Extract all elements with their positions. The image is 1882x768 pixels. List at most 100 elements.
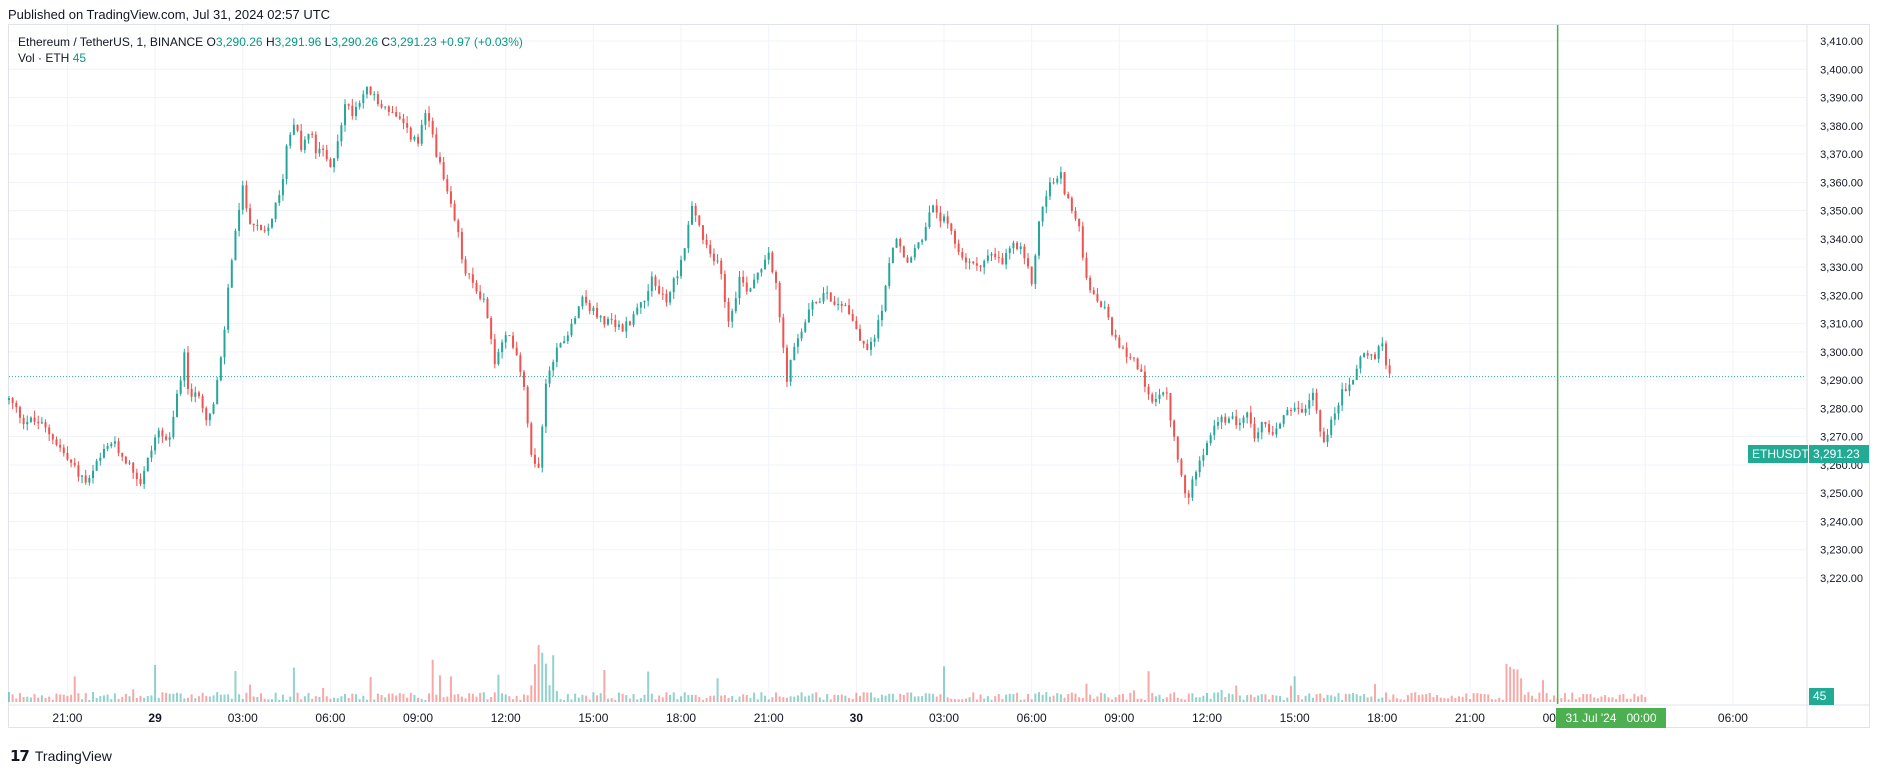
volume-bar (1344, 693, 1347, 702)
candle-body (303, 139, 306, 151)
candle-body (176, 393, 179, 417)
candle-body (1355, 368, 1358, 380)
y-tick-label: 3,390.00 (1820, 93, 1863, 105)
candle-body (687, 224, 690, 249)
footer-brand[interactable]: TradingView (34, 748, 112, 764)
volume-bar (51, 699, 54, 702)
candle-body (223, 329, 226, 358)
candle-body (957, 243, 960, 253)
candle-body (362, 94, 365, 104)
candle-body (1052, 182, 1055, 184)
volume-legend-label[interactable]: Vol · ETH (18, 51, 70, 65)
volume-bar (132, 689, 135, 702)
volume-bar (1432, 697, 1435, 702)
candle-body (1121, 347, 1124, 349)
candle-body (322, 148, 325, 150)
y-tick-label: 3,380.00 (1820, 121, 1863, 133)
candle-body (742, 276, 745, 283)
y-tick-label: 3,400.00 (1820, 64, 1863, 76)
candle-body (453, 203, 456, 221)
y-tick-label: 3,310.00 (1820, 319, 1863, 331)
volume-bar (749, 698, 752, 702)
candle-body (106, 445, 109, 449)
candle-body (1136, 358, 1139, 370)
volume-bar (1008, 693, 1011, 702)
volume-bar (1370, 696, 1373, 702)
chart-frame[interactable] (8, 24, 1870, 728)
candle-body (1184, 475, 1187, 494)
candle-body (577, 306, 580, 319)
volume-bar (577, 697, 580, 702)
volume-bar (1582, 693, 1585, 702)
volume-bar (333, 697, 336, 702)
volume-bar (1089, 694, 1092, 702)
volume-bar (438, 675, 441, 702)
volume-bar (37, 697, 40, 702)
volume-bar (530, 685, 533, 702)
x-tick-label: 12:00 (491, 711, 521, 725)
candle-body (139, 479, 142, 485)
candle-body (953, 230, 956, 244)
candle-body (216, 380, 219, 405)
volume-bar (413, 694, 416, 702)
volume-bar (219, 694, 222, 702)
volume-bar (1129, 692, 1132, 702)
volume-bar (1096, 696, 1099, 702)
candle-body (1246, 412, 1249, 418)
legend-symbol[interactable]: Ethereum / TetherUS, 1, BINANCE (18, 35, 204, 49)
volume-bar (548, 685, 551, 702)
candle-body (1030, 266, 1033, 284)
volume-bar (1290, 685, 1293, 702)
volume-bar (95, 697, 98, 702)
candle-body (1330, 419, 1333, 435)
candle-body (537, 463, 540, 468)
volume-bar (1114, 697, 1117, 702)
volume-bar (672, 692, 675, 702)
candle-body (296, 124, 299, 131)
volume-bar (504, 694, 507, 702)
candle-body (672, 278, 675, 293)
volume-bar (1231, 694, 1234, 702)
volume-bar (1578, 697, 1581, 702)
volume-bar (40, 695, 43, 702)
volume-bar (990, 699, 993, 702)
x-tick-label: 06:00 (315, 711, 345, 725)
candle-body (1388, 365, 1391, 374)
x-tick-label: 09:00 (1104, 711, 1134, 725)
volume-bar (775, 692, 778, 702)
volume-bar (486, 699, 489, 702)
volume-bar (1275, 695, 1278, 702)
volume-bar (354, 694, 357, 702)
candle-body (124, 456, 127, 464)
volume-bar (325, 696, 328, 702)
volume-bar (26, 696, 29, 702)
volume-bar (1111, 699, 1114, 702)
x-tick-label: 06:00 (1718, 711, 1748, 725)
tradingview-logo-icon[interactable]: 𝟭𝟳 (10, 748, 30, 765)
volume-bar (1322, 698, 1325, 702)
candle-body (961, 252, 964, 258)
volume-bar (738, 696, 741, 702)
volume-bar (1395, 698, 1398, 702)
volume-bar (285, 699, 288, 702)
chart-legend: Ethereum / TetherUS, 1, BINANCE O3,290.2… (18, 34, 523, 51)
candle-body (694, 205, 697, 216)
volume-bar (1311, 697, 1314, 702)
volume-bar (1545, 693, 1548, 702)
candle-body (194, 392, 197, 397)
volume-bar (1246, 695, 1249, 702)
candle-body (1187, 493, 1190, 498)
volume-bar (387, 693, 390, 702)
volume-bar (939, 694, 942, 702)
volume-bar (292, 667, 295, 702)
volume-bar (497, 674, 500, 702)
volume-bar (928, 693, 931, 702)
volume-bar (208, 696, 211, 702)
candle-body (143, 471, 146, 485)
volume-bar (1257, 695, 1260, 702)
volume-bar (197, 696, 200, 702)
candle-body (789, 359, 792, 382)
candle-body (869, 341, 872, 350)
volume-bar (1063, 697, 1066, 702)
